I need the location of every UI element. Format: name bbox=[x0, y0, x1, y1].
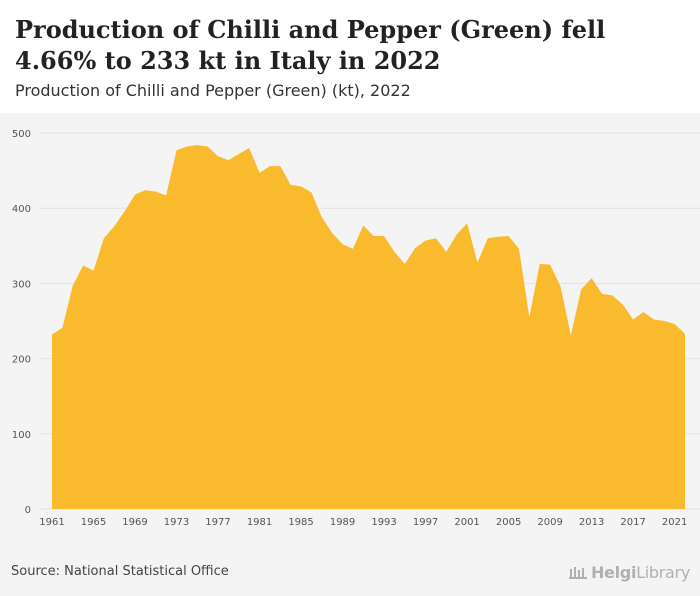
x-tick-label: 1989 bbox=[330, 517, 355, 528]
chart-header: Production of Chilli and Pepper (Green) … bbox=[0, 0, 700, 113]
y-tick-label: 0 bbox=[25, 505, 31, 516]
x-axis-tick-labels: 1961 1965 1969 1973 1977 1981 1985 1989 1993 1997… bbox=[39, 517, 687, 528]
y-tick-label: 500 bbox=[12, 129, 31, 140]
production-area bbox=[52, 145, 685, 509]
y-tick-label: 400 bbox=[12, 204, 31, 215]
x-tick-label: 1961 bbox=[39, 517, 64, 528]
y-tick-label: 100 bbox=[12, 430, 31, 441]
x-tick-label: 2009 bbox=[537, 517, 562, 528]
x-tick-label: 1965 bbox=[81, 517, 106, 528]
y-axis-tick-labels: 0 100 200 300 400 500 bbox=[12, 129, 31, 516]
area-series bbox=[52, 145, 685, 509]
source-note: Source: National Statistical Office bbox=[11, 564, 229, 579]
x-tick-label: 2005 bbox=[496, 517, 521, 528]
logo-text-bold: Helgi bbox=[590, 563, 637, 582]
x-tick-label: 1997 bbox=[413, 517, 438, 528]
chart-title: Production of Chilli and Pepper (Green) … bbox=[15, 15, 606, 75]
y-tick-label: 200 bbox=[12, 355, 31, 366]
helgi-library-logo: HelgiLibrary bbox=[568, 563, 690, 582]
plot-area: 0 100 200 300 400 500 1961 1965 1969 1973 1977 198… bbox=[0, 113, 700, 558]
logo-text: Library bbox=[636, 563, 690, 582]
x-tick-label: 1969 bbox=[122, 517, 147, 528]
x-tick-label: 1981 bbox=[247, 517, 272, 528]
x-tick-label: 2017 bbox=[620, 517, 645, 528]
y-tick-label: 300 bbox=[12, 279, 31, 290]
area-chart: 0 100 200 300 400 500 1961 1965 1969 1973 1977 198… bbox=[12, 129, 700, 528]
x-tick-label: 1973 bbox=[164, 517, 189, 528]
x-tick-label: 1977 bbox=[205, 517, 230, 528]
footer: Source: National Statistical Office Helg… bbox=[0, 558, 700, 596]
x-tick-label: 2001 bbox=[454, 517, 479, 528]
x-tick-label: 2021 bbox=[662, 517, 687, 528]
x-tick-label: 2013 bbox=[579, 517, 604, 528]
library-building-icon bbox=[568, 567, 587, 579]
x-tick-label: 1993 bbox=[371, 517, 396, 528]
chart-subtitle: Production of Chilli and Pepper (Green) … bbox=[15, 81, 411, 100]
x-tick-label: 1985 bbox=[288, 517, 313, 528]
